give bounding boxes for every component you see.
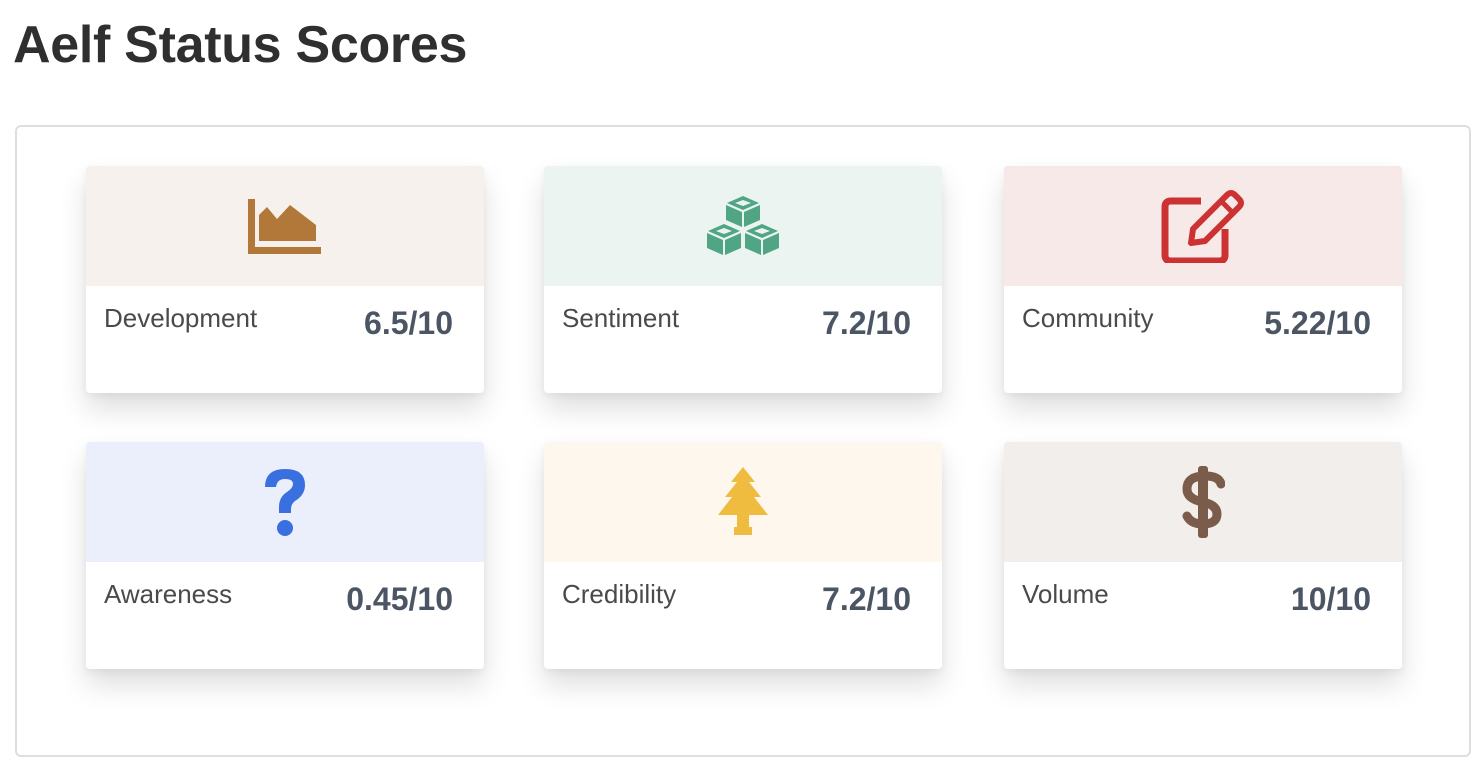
card-label: Sentiment (562, 303, 680, 333)
score-card-community: Community 5.22/10 (1004, 166, 1402, 393)
edit-icon (1161, 189, 1245, 263)
dollar-icon (1181, 464, 1225, 540)
card-header (544, 442, 942, 562)
card-label: Community (1022, 303, 1154, 333)
card-label: Volume (1022, 579, 1109, 609)
card-score: 10/10 (1290, 581, 1371, 617)
score-card-awareness: Awareness 0.45/10 (86, 442, 484, 669)
card-score: 7.2/10 (822, 581, 911, 617)
card-header (86, 442, 484, 562)
card-label: Awareness (104, 579, 233, 609)
cubes-icon (706, 194, 780, 258)
score-card-volume: Volume 10/10 (1004, 442, 1402, 669)
card-label: Credibility (562, 579, 677, 609)
card-score: 7.2/10 (822, 305, 911, 341)
score-card-credibility: Credibility 7.2/10 (544, 442, 942, 669)
card-header (86, 166, 484, 286)
card-header (1004, 166, 1402, 286)
area-chart-icon (248, 196, 322, 256)
score-card-sentiment: Sentiment 7.2/10 (544, 166, 942, 393)
page-title: Aelf Status Scores (13, 16, 468, 74)
score-card-development: Development 6.5/10 (86, 166, 484, 393)
card-header (1004, 442, 1402, 562)
card-header (544, 166, 942, 286)
question-icon (259, 465, 311, 539)
card-score: 5.22/10 (1264, 305, 1371, 341)
card-label: Development (104, 303, 258, 333)
card-score: 6.5/10 (364, 305, 453, 341)
tree-icon (714, 465, 772, 539)
card-score: 0.45/10 (346, 581, 453, 617)
